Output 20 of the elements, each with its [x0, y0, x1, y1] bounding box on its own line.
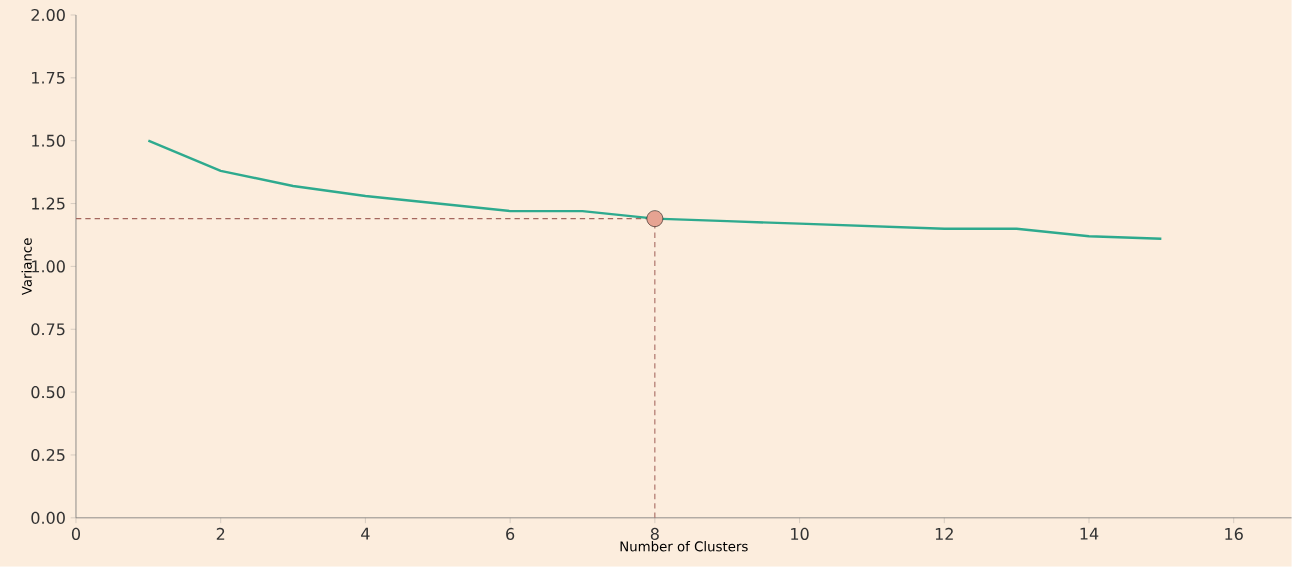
y-tick-label: 1.00 [32, 260, 65, 273]
y-tick-label: 0.25 [31, 449, 65, 462]
y-tick-label: 0.50 [31, 386, 65, 399]
x-tick-label: 2 [216, 527, 225, 540]
y-tick-label: 0.75 [31, 323, 65, 336]
x-tick-label: 8 [650, 527, 659, 541]
y-tick-label: 1.75 [32, 71, 65, 84]
y-tick-label: 0.00 [31, 511, 65, 524]
y-tick-label: 1.25 [32, 197, 65, 210]
x-tick-label: 4 [361, 527, 370, 540]
y-tick-label: 1.50 [32, 134, 65, 147]
x-tick-label: 10 [791, 527, 809, 541]
x-tick-label: 14 [1080, 527, 1099, 540]
y-tick-label: 2.00 [31, 9, 65, 22]
x-axis-title: Number of Clusters [620, 541, 748, 552]
x-tick-label: 16 [1225, 527, 1243, 541]
x-tick-label: 0 [71, 527, 81, 541]
y-axis-title: Variance [21, 238, 32, 296]
x-tick-label: 6 [506, 527, 515, 541]
x-tick-label: 12 [935, 527, 953, 540]
